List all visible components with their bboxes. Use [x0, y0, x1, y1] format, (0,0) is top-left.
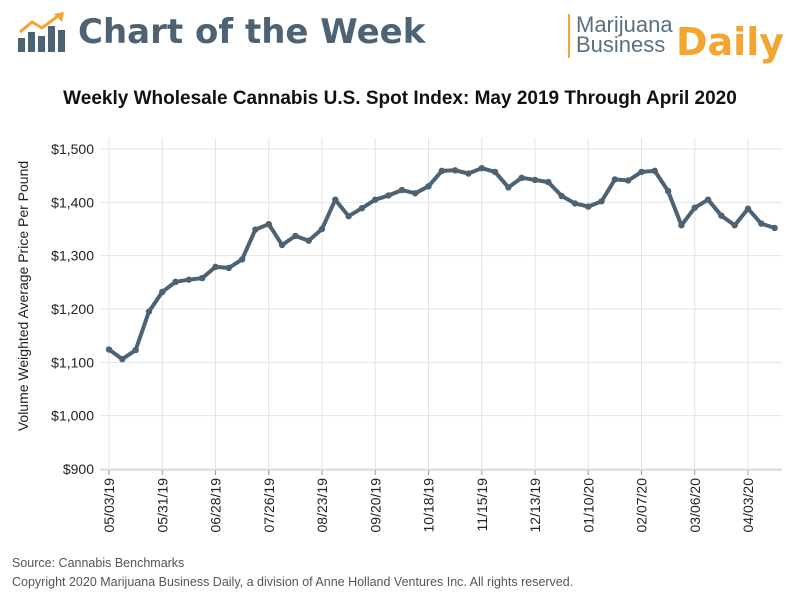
data-point: [132, 346, 139, 354]
y-tick-label: $1,500: [51, 141, 94, 157]
data-point: [119, 355, 126, 363]
data-point: [545, 178, 552, 186]
data-point: [531, 176, 539, 184]
data-point: [198, 274, 206, 282]
data-point: [491, 168, 499, 176]
data-point: [332, 196, 339, 203]
x-tick-label: 04/03/20: [740, 478, 756, 533]
data-point: [704, 196, 712, 203]
data-point: [159, 288, 166, 296]
x-tick-label: 05/03/19: [101, 478, 117, 533]
y-axis-label: Volume Weighted Average Price Per Pound: [15, 161, 31, 431]
data-point: [292, 232, 299, 240]
data-point: [358, 205, 366, 212]
data-point: [278, 241, 286, 249]
header-title: Chart of the Week: [78, 12, 426, 52]
data-point: [105, 346, 113, 353]
x-tick-label: 07/26/19: [261, 478, 277, 533]
data-point: [305, 237, 312, 244]
y-tick-label: $1,300: [51, 248, 94, 264]
data-point: [718, 212, 725, 219]
y-tick-label: $1,200: [51, 301, 94, 317]
data-point: [252, 226, 259, 233]
data-point: [558, 192, 565, 200]
data-point: [478, 165, 485, 172]
data-point: [318, 225, 326, 233]
data-point: [185, 276, 193, 283]
data-point: [611, 176, 619, 183]
data-point: [585, 203, 592, 210]
data-point: [372, 196, 379, 203]
brand-line2: Business: [576, 32, 666, 57]
brand-accent-bar: [568, 14, 570, 58]
data-point: [651, 167, 659, 175]
data-point: [518, 174, 525, 181]
data-point: [345, 213, 352, 220]
data-point: [425, 183, 432, 190]
data-point: [731, 222, 738, 229]
y-tick-label: $1,000: [51, 408, 94, 424]
chart-title: Weekly Wholesale Cannabis U.S. Spot Inde…: [63, 88, 737, 109]
x-tick-label: 11/15/19: [474, 478, 490, 532]
x-tick-label: 10/18/19: [421, 478, 437, 533]
data-point: [212, 263, 219, 271]
x-tick-label: 06/28/19: [208, 478, 224, 533]
x-tick-label: 05/31/19: [154, 478, 170, 533]
brand-logo: Marijuana Business Daily: [562, 12, 787, 64]
y-tick-label: $900: [63, 461, 94, 477]
x-tick-label: 02/07/20: [634, 478, 650, 533]
data-point: [624, 177, 632, 184]
data-point: [771, 224, 778, 232]
data-point: [145, 308, 153, 315]
data-point: [385, 192, 392, 199]
data-point: [438, 167, 446, 175]
data-point: [465, 170, 472, 177]
y-tick-label: $1,400: [51, 194, 94, 210]
source-note: Source: Cannabis Benchmarks: [12, 556, 185, 570]
data-point: [411, 190, 419, 197]
data-point: [225, 264, 233, 272]
data-point: [172, 278, 179, 285]
data-point: [678, 222, 685, 229]
data-point: [758, 220, 765, 227]
data-point: [598, 198, 605, 205]
x-tick-label: 12/13/19: [527, 478, 543, 533]
bar-chart-trend-icon: [18, 12, 65, 52]
brand-line1: Marijuana: [576, 12, 673, 37]
x-tick-label: 01/10/20: [580, 478, 596, 533]
data-point: [691, 204, 698, 211]
x-tick-label: 09/20/19: [367, 478, 383, 533]
data-point: [505, 184, 512, 191]
data-point: [638, 168, 645, 176]
data-point: [451, 167, 459, 174]
series-line: [107, 166, 777, 362]
data-point: [398, 186, 406, 194]
data-point: [571, 200, 579, 207]
x-tick-label: 03/06/20: [687, 478, 703, 533]
x-tick-label: 08/23/19: [314, 478, 330, 533]
copyright-note: Copyright 2020 Marijuana Business Daily,…: [12, 575, 574, 589]
data-point: [664, 187, 672, 195]
y-tick-label: $1,100: [51, 354, 94, 370]
data-point: [744, 205, 752, 212]
data-point: [265, 221, 272, 228]
brand-daily: Daily: [676, 20, 785, 64]
data-point: [238, 256, 246, 263]
